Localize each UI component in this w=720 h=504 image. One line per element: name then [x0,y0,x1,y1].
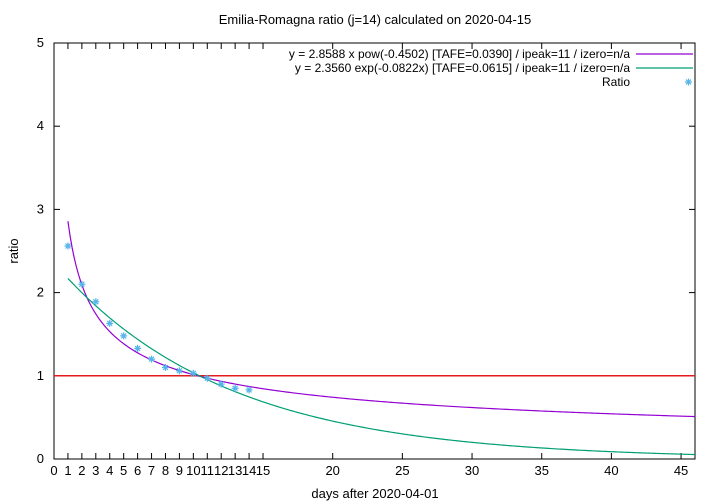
y-axis-label: ratio [6,238,21,263]
x-tick-label: 4 [106,463,113,478]
series-line-2 [67,278,696,456]
data-point [231,384,239,392]
x-tick-label: 6 [134,463,141,478]
y-tick-label: 2 [37,285,44,300]
data-point [134,344,142,352]
x-tick-label: 20 [325,463,339,478]
x-tick-label: 3 [92,463,99,478]
data-point [175,367,183,375]
data-point [78,280,86,288]
x-tick-label: 12 [214,463,228,478]
data-point [203,374,211,382]
data-point [217,380,225,388]
data-point [64,242,72,250]
x-tick-label: 35 [534,463,548,478]
x-tick-label: 40 [604,463,618,478]
x-tick-label: 8 [162,463,169,478]
x-tick-label: 0 [50,463,57,478]
data-point [148,355,156,363]
data-point [189,369,197,377]
x-tick-label: 25 [395,463,409,478]
x-tick-label: 9 [176,463,183,478]
chart-title: Emilia-Romagna ratio (j=14) calculated o… [219,12,532,27]
data-point [245,386,253,394]
x-tick-label: 5 [120,463,127,478]
legend-entry-2: y = 2.3560 exp(-0.0822x) [TAFE=0.0615] /… [295,61,630,75]
x-tick-label: 45 [674,463,688,478]
x-tick-label: 15 [256,463,270,478]
x-tick-label: 2 [78,463,85,478]
x-tick-label: 11 [201,463,215,478]
y-tick-label: 0 [37,451,44,466]
data-point [106,319,114,327]
y-tick-label: 3 [37,201,44,216]
x-axis-label: days after 2020-04-01 [311,486,438,501]
y-tick-label: 5 [37,35,44,50]
series-line-1 [67,221,696,418]
y-tick-label: 4 [37,118,44,133]
data-point [161,363,169,371]
data-point [92,298,100,306]
legend-entry-3: Ratio [602,75,630,89]
x-tick-label: 14 [242,463,256,478]
plot-area: 0 1 2 3 4 5 6 7 8 9 10 11 12 13 14 15 20 25 30 35 40 45012345… [37,35,696,478]
x-tick-label: 30 [465,463,479,478]
x-tick-label: 10 [186,463,200,478]
x-tick-label: 7 [148,463,155,478]
x-tick-label: 1 [64,463,71,478]
x-tick-label: 13 [228,463,242,478]
data-point [120,332,128,340]
plot-frame [53,42,696,460]
y-tick-label: 1 [37,368,44,383]
legend-entry-1: y = 2.8588 x pow(-0.4502) [TAFE=0.0390] … [289,47,630,61]
legend-sample-3 [685,78,692,86]
